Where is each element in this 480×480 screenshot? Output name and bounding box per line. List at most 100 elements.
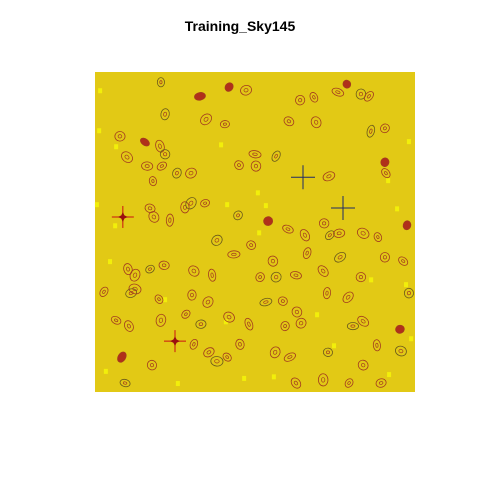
galaxy-contour [317, 265, 329, 277]
galaxy-contour [309, 92, 319, 103]
galaxy-contour [99, 286, 109, 297]
galaxy-contour [123, 263, 133, 276]
galaxy-contour [322, 347, 333, 357]
galaxy-contour [322, 171, 336, 182]
bright-cell [369, 277, 374, 283]
galaxy-contour [302, 247, 312, 259]
galaxy-contour [381, 168, 391, 179]
bright-cell [94, 202, 99, 208]
galaxy-contour [363, 91, 374, 102]
galaxy-contour [202, 296, 214, 308]
galaxy-contour [310, 116, 322, 129]
galaxy-contour [357, 315, 370, 327]
galaxy-contour [402, 220, 412, 231]
bright-cell [255, 190, 260, 196]
bright-cell [271, 374, 276, 380]
galaxy-contour [146, 359, 157, 371]
galaxy-contour [342, 291, 354, 303]
galaxy-contour [295, 317, 307, 329]
galaxy-contour [194, 92, 206, 101]
galaxy-contour [380, 157, 390, 168]
galaxy-contour [244, 317, 254, 331]
galaxy-contour [195, 319, 207, 329]
galaxy-contour [342, 79, 352, 89]
galaxy-contour [317, 373, 329, 387]
galaxy-contour [271, 150, 281, 162]
galaxy-contour [144, 203, 156, 214]
galaxy-contour [145, 264, 155, 274]
galaxy-contour [203, 347, 215, 358]
galaxy-contour [141, 161, 154, 171]
galaxy-contour [333, 228, 346, 238]
bright-cell [409, 336, 414, 342]
galaxy-contour [322, 287, 332, 300]
galaxy-contour [344, 378, 354, 388]
galaxy-contour [200, 199, 210, 208]
galaxy-contour [395, 345, 407, 357]
galaxy-contour [356, 227, 370, 239]
galaxy-contour [290, 377, 302, 389]
bright-cell [219, 142, 224, 148]
galaxy-contour [224, 82, 234, 92]
bright-cell [108, 259, 113, 265]
galaxy-contour [114, 131, 126, 142]
bright-cell [97, 128, 102, 134]
galaxy-contour [259, 297, 273, 307]
galaxy-contour [325, 230, 335, 241]
galaxy-contour [375, 378, 387, 388]
galaxy-contour [299, 229, 311, 242]
galaxy-contour [124, 320, 134, 332]
galaxy-contour [148, 211, 160, 223]
galaxy-contour [208, 268, 217, 282]
galaxy-contour [159, 149, 171, 160]
halo-marker [291, 165, 315, 190]
bright-cell [103, 368, 108, 374]
plot-panel [95, 72, 415, 392]
bright-cell [242, 375, 247, 381]
galaxy-contour [187, 289, 197, 301]
galaxy-contour [219, 120, 230, 129]
galaxy-contour [117, 351, 127, 363]
galaxy-contour [255, 272, 265, 283]
galaxy-contour [185, 197, 197, 210]
galaxy-contour [331, 87, 345, 97]
bright-cell [175, 381, 180, 387]
galaxy-contour [283, 116, 295, 127]
galaxy-contour [280, 321, 290, 332]
galaxy-contour [403, 287, 414, 299]
galaxy-contour [185, 167, 197, 179]
bright-cell [113, 223, 118, 229]
halo-marker [331, 196, 355, 220]
galaxy-contour [373, 232, 383, 242]
galaxy-contour [283, 352, 296, 362]
galaxy-contour [148, 176, 157, 187]
galaxy-contour [235, 338, 245, 350]
chart-title: Training_Sky145 [184, 18, 296, 34]
galaxy-contour [172, 167, 182, 179]
bright-cell [114, 144, 119, 150]
bright-cell [395, 206, 400, 212]
bright-cell [406, 139, 411, 145]
galaxy-contour [240, 84, 252, 96]
galaxy-contour [189, 338, 199, 350]
galaxy-contour [290, 271, 302, 280]
galaxy-contour [318, 218, 330, 229]
galaxy-contour [334, 251, 347, 263]
bright-cell [332, 343, 337, 349]
bright-cell [98, 88, 103, 94]
galaxy-contour [211, 234, 223, 246]
bright-cell [223, 319, 228, 325]
galaxy-contour [277, 296, 288, 306]
galaxy-contour [210, 356, 224, 367]
bright-cell [163, 297, 168, 303]
galaxy-contour [188, 265, 200, 277]
bright-cell [387, 372, 392, 378]
galaxy-contour [119, 378, 131, 388]
galaxy-contour [379, 252, 390, 263]
galaxy-contour [129, 268, 141, 282]
galaxy-contour [227, 250, 241, 259]
galaxy-contour [267, 255, 279, 267]
galaxy-contour [165, 213, 174, 227]
galaxy-contour [372, 339, 381, 352]
star-marker [111, 205, 134, 228]
